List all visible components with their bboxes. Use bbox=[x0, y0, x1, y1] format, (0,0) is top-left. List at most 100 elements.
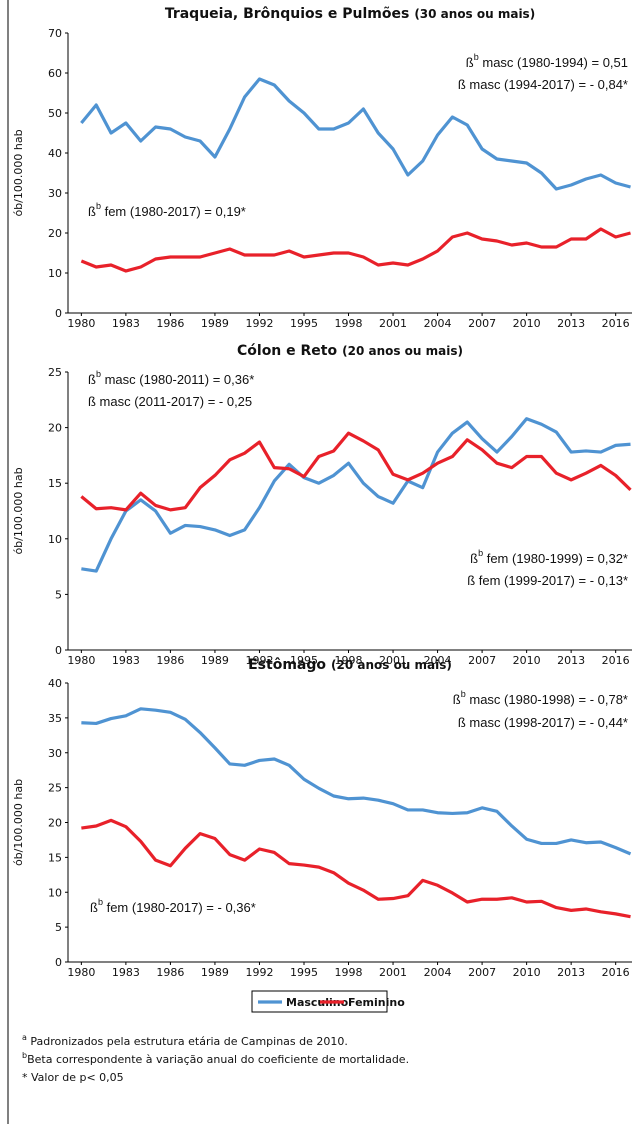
legend-label: Feminino bbox=[348, 996, 405, 1009]
footnote: a Padronizados pela estrutura etária de … bbox=[22, 1033, 348, 1048]
x-tick-label: 2007 bbox=[468, 966, 496, 979]
x-tick-label: 1992 bbox=[245, 317, 273, 330]
x-tick-label: 1983 bbox=[112, 317, 140, 330]
x-tick-label: 2010 bbox=[513, 966, 541, 979]
y-tick-label: 20 bbox=[48, 227, 62, 240]
annotation-sup: b bbox=[96, 369, 101, 379]
y-tick-label: 30 bbox=[48, 187, 62, 200]
y-tick-label: 0 bbox=[55, 307, 62, 320]
x-tick-label: 2016 bbox=[602, 654, 630, 667]
y-tick-label: 40 bbox=[48, 677, 62, 690]
y-tick-label: 10 bbox=[48, 267, 62, 280]
annotation-symbol: ß bbox=[466, 55, 474, 70]
x-tick-label: 2004 bbox=[424, 966, 452, 979]
annotation: ßb masc (1980-1994) = 0,51 bbox=[466, 52, 628, 70]
annotation-text: fem (1980-1999) = 0,32* bbox=[483, 551, 628, 566]
x-tick-label: 1986 bbox=[156, 317, 184, 330]
chart-title: Traqueia, Brônquios e Pulmões (30 anos ou… bbox=[165, 6, 535, 22]
annotation-text: fem (1980-2017) = 0,19* bbox=[101, 204, 246, 219]
footnote-text: Padronizados pela estrutura etária de Ca… bbox=[27, 1035, 348, 1048]
y-tick-label: 25 bbox=[48, 782, 62, 795]
annotation-symbol: ß bbox=[88, 372, 96, 387]
x-tick-label: 2007 bbox=[468, 654, 496, 667]
x-tick-label: 1986 bbox=[156, 966, 184, 979]
x-tick-label: 1992 bbox=[245, 654, 273, 667]
footnote-mark: b bbox=[22, 1051, 27, 1060]
annotation-sup: b bbox=[478, 548, 483, 558]
annotation: ßb fem (1980-2017) = 0,19* bbox=[88, 201, 246, 219]
annotation-symbol: ß bbox=[88, 204, 96, 219]
annotation-text: masc (1980-1998) = - 0,78* bbox=[466, 692, 628, 707]
annotation: ß fem (1999-2017) = - 0,13* bbox=[467, 573, 628, 588]
series-line bbox=[80, 77, 631, 191]
x-tick-label: 1995 bbox=[290, 317, 318, 330]
x-tick-label: 1980 bbox=[67, 317, 95, 330]
annotation-text: ß fem (1999-2017) = - 0,13* bbox=[467, 573, 628, 588]
series-line bbox=[81, 417, 631, 573]
x-tick-label: 2010 bbox=[513, 317, 541, 330]
y-tick-label: 15 bbox=[48, 851, 62, 864]
chart-title: Cólon e Reto (20 anos ou mais) bbox=[237, 343, 463, 359]
x-tick-label: 2013 bbox=[557, 654, 585, 667]
y-axis-title: ób/100.000 hab bbox=[12, 467, 25, 554]
x-tick-label: 2013 bbox=[557, 966, 585, 979]
series-line bbox=[81, 707, 632, 856]
title-main: Cólon e Reto bbox=[237, 343, 337, 359]
x-tick-label: 2001 bbox=[379, 317, 407, 330]
annotation-text: ß masc (1998-2017) = - 0,44* bbox=[458, 715, 628, 730]
annotation-symbol: ß bbox=[470, 551, 478, 566]
y-tick-label: 15 bbox=[48, 477, 62, 490]
annotation: ß masc (2011-2017) = - 0,25 bbox=[88, 394, 252, 409]
footnote-text: * Valor de p< 0,05 bbox=[22, 1071, 124, 1084]
x-tick-label: 1980 bbox=[67, 966, 95, 979]
x-tick-label: 2007 bbox=[468, 317, 496, 330]
y-tick-label: 10 bbox=[48, 533, 62, 546]
chart-title: Estômago (20 anos ou mais) bbox=[248, 657, 452, 673]
y-tick-label: 40 bbox=[48, 147, 62, 160]
y-tick-label: 20 bbox=[48, 817, 62, 830]
y-tick-label: 60 bbox=[48, 67, 62, 80]
y-tick-label: 5 bbox=[55, 588, 62, 601]
x-tick-label: 1983 bbox=[112, 966, 140, 979]
x-tick-label: 2001 bbox=[379, 966, 407, 979]
x-tick-label: 1998 bbox=[335, 654, 363, 667]
annotation: ßb fem (1980-2017) = - 0,36* bbox=[90, 897, 256, 915]
y-tick-label: 50 bbox=[48, 107, 62, 120]
x-tick-label: 1983 bbox=[112, 654, 140, 667]
annotation-sup: b bbox=[98, 897, 103, 907]
x-tick-label: 1989 bbox=[201, 966, 229, 979]
legend-box bbox=[251, 990, 388, 1013]
x-tick-label: 1995 bbox=[290, 966, 318, 979]
footnote-mark: a bbox=[22, 1033, 27, 1042]
y-tick-label: 35 bbox=[48, 712, 62, 725]
annotation-sup: b bbox=[474, 52, 479, 62]
y-tick-label: 0 bbox=[55, 956, 62, 969]
series-line bbox=[80, 431, 632, 512]
x-tick-label: 2004 bbox=[424, 317, 452, 330]
annotation: ßb masc (1980-1998) = - 0,78* bbox=[453, 689, 628, 707]
legend-label: Masculino bbox=[286, 996, 349, 1009]
footnote-text: Beta correspondente à variação anual do … bbox=[27, 1053, 409, 1066]
annotation-text: ß masc (1994-2017) = - 0,84* bbox=[458, 77, 628, 92]
x-tick-label: 2010 bbox=[513, 654, 541, 667]
x-tick-label: 2013 bbox=[557, 317, 585, 330]
y-axis-title: ób/100.000 hab bbox=[12, 779, 25, 866]
x-tick-label: 2004 bbox=[424, 654, 452, 667]
x-tick-label: 1995 bbox=[290, 654, 318, 667]
annotation-text: masc (1980-2011) = 0,36* bbox=[101, 372, 254, 387]
annotation-symbol: ß bbox=[90, 900, 98, 915]
y-tick-label: 25 bbox=[48, 366, 62, 379]
title-main: Estômago bbox=[248, 657, 326, 673]
title-main: Traqueia, Brônquios e Pulmões bbox=[165, 6, 410, 22]
x-tick-label: 1992 bbox=[245, 966, 273, 979]
y-axis-title: ób/100.000 hab bbox=[12, 129, 25, 216]
annotation: ßb masc (1980-2011) = 0,36* bbox=[88, 369, 254, 387]
annotation-sup: b bbox=[96, 201, 101, 211]
annotation-text: ß masc (2011-2017) = - 0,25 bbox=[88, 394, 252, 409]
title-sub: (30 anos ou mais) bbox=[414, 7, 535, 21]
y-tick-label: 0 bbox=[55, 644, 62, 657]
x-tick-label: 2016 bbox=[602, 966, 630, 979]
footnote: bBeta correspondente à variação anual do… bbox=[22, 1051, 409, 1066]
